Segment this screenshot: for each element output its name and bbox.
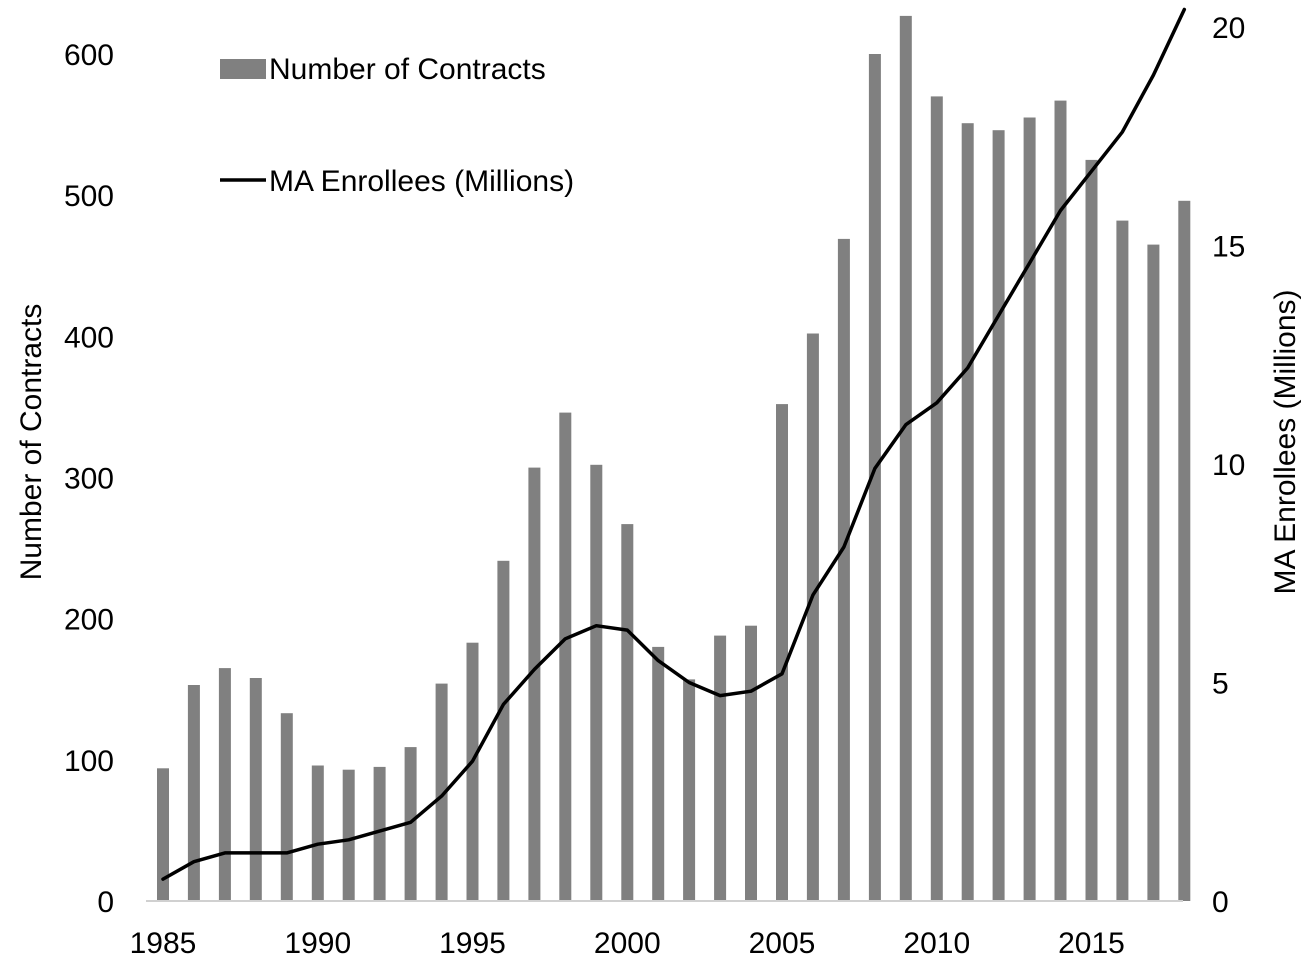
bar-1987	[218, 668, 231, 901]
bar-2001	[652, 646, 665, 901]
bar-1995	[466, 642, 479, 901]
bar-1985	[157, 768, 169, 901]
y-tick-label-left: 100	[64, 745, 114, 778]
x-tick-label: 2015	[1058, 927, 1125, 960]
x-tick-label: 2010	[903, 927, 970, 960]
left-y-ticks: 0 100 200 300 400 500 600	[64, 39, 114, 919]
bar-1988	[249, 678, 262, 901]
y-tick-label-left: 400	[64, 321, 114, 354]
bars-group	[157, 15, 1191, 902]
bar-2017	[1147, 244, 1160, 902]
bar-1994	[435, 683, 448, 901]
x-tick-label: 1995	[439, 927, 506, 960]
y-tick-label-left: 600	[64, 39, 114, 72]
right-y-ticks: 0 5 10 15 20	[1212, 12, 1245, 919]
legend-swatch-contracts	[220, 59, 266, 79]
x-tick-label: 2000	[594, 927, 661, 960]
bar-1991	[342, 769, 355, 901]
bar-2007	[837, 238, 850, 901]
y-tick-label-right: 5	[1212, 668, 1229, 701]
bar-1996	[497, 560, 510, 901]
series-line-ma-enrollees	[161, 7, 1187, 881]
y-axis-title-left: Number of Contracts	[15, 304, 48, 581]
bar-2004	[745, 625, 757, 901]
bar-2013	[1023, 117, 1036, 901]
bar-2011	[961, 123, 974, 901]
bar-2003	[714, 635, 727, 901]
x-tick-label: 2005	[749, 927, 816, 960]
y-tick-label-right: 15	[1212, 231, 1245, 264]
bar-1998	[559, 412, 572, 901]
bar-2012	[992, 130, 1005, 901]
bar-1990	[311, 765, 324, 901]
y-tick-label-left: 500	[64, 180, 114, 213]
y-tick-label-left: 0	[97, 886, 114, 919]
bar-1999	[590, 464, 603, 901]
bar-2014	[1054, 100, 1067, 902]
bar-1997	[528, 467, 541, 901]
y-axis-title-right: MA Enrollees (Millions)	[1269, 289, 1302, 594]
bar-2018	[1178, 200, 1191, 902]
bar-1986	[187, 685, 200, 901]
legend: Number of Contracts MA Enrollees (Millio…	[220, 53, 574, 198]
bar-2008	[868, 54, 881, 901]
bar-2002	[683, 679, 696, 901]
bar-2015	[1085, 159, 1098, 901]
bar-2009	[899, 15, 912, 901]
y-tick-label-left: 300	[64, 463, 114, 496]
x-tick-label: 1990	[284, 927, 351, 960]
y-tick-label-left: 200	[64, 604, 114, 637]
bar-1989	[280, 713, 293, 901]
x-ticks: 1985 1990 1995 2000 2005 2010 2015	[130, 927, 1125, 960]
bar-2000	[621, 524, 634, 901]
y-tick-label-right: 10	[1212, 449, 1245, 482]
legend-label-enrollees: MA Enrollees (Millions)	[269, 165, 574, 198]
legend-label-contracts: Number of Contracts	[269, 53, 546, 86]
y-tick-label-right: 0	[1212, 886, 1229, 919]
y-tick-label-right: 20	[1212, 12, 1245, 45]
bar-2006	[806, 333, 819, 901]
x-tick-label: 1985	[130, 927, 197, 960]
bar-2010	[930, 96, 943, 901]
bar-1992	[373, 766, 386, 901]
bar-2005	[776, 404, 788, 901]
bar-2016	[1116, 220, 1129, 902]
